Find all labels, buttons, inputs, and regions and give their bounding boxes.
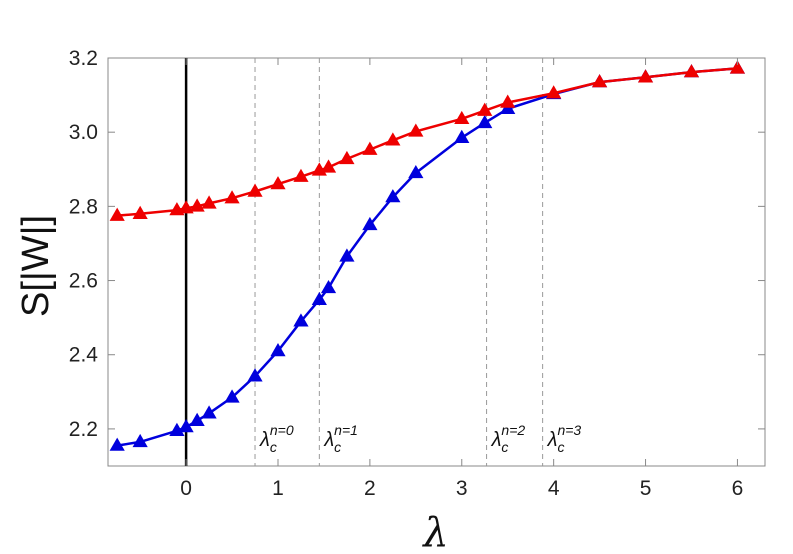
series-line-1 [117, 67, 738, 217]
data-point-s1-13 [362, 141, 378, 155]
x-tick-label-3: 3 [456, 477, 468, 500]
data-point-s0-1 [132, 433, 148, 448]
data-point-s1-16 [454, 110, 470, 125]
critical-labels: λcn=0 λcn=1 λcn=2 λcn=3 [259, 422, 581, 455]
data-point-s1-17 [477, 102, 493, 116]
y-tick-label-1: 2.4 [69, 344, 99, 367]
data-point-s1-11 [320, 159, 337, 173]
data-point-s0-16 [454, 129, 470, 143]
data-point-s1-15 [408, 123, 424, 137]
critical-label-3: λcn=3 [547, 422, 582, 455]
data-point-s0-4 [189, 412, 205, 426]
data-point-s0-12 [339, 248, 355, 262]
series-group [109, 60, 746, 451]
data-point-s0-6 [224, 389, 240, 403]
data-point-s0-0 [109, 437, 125, 451]
data-point-s0-2 [169, 422, 185, 436]
y-tick-label-3: 2.8 [69, 195, 98, 218]
data-point-s1-4 [189, 198, 205, 212]
critical-lines [254, 58, 544, 466]
data-point-s0-13 [362, 216, 378, 231]
data-point-s0-9 [293, 313, 309, 327]
x-tick-label-1: 1 [272, 477, 284, 500]
data-point-s0-17 [477, 114, 493, 129]
x-axis-title: λ [421, 510, 448, 554]
series-line-0 [117, 67, 738, 447]
critical-label-0: λcn=0 [259, 422, 294, 455]
y-tick-label-5: 3.2 [69, 47, 98, 70]
critical-label-1: λcn=1 [323, 422, 358, 455]
data-point-s0-7 [247, 368, 263, 382]
data-point-s1-8 [270, 176, 286, 190]
data-point-s1-21 [637, 69, 654, 83]
data-point-s1-22 [683, 64, 700, 78]
critical-label-2: λcn=2 [491, 422, 526, 455]
x-tick-label-5: 5 [640, 477, 652, 500]
data-point-s0-11 [320, 279, 337, 294]
data-point-s1-20 [592, 74, 608, 88]
data-point-s0-3 [178, 419, 194, 433]
data-point-s1-14 [385, 132, 401, 146]
data-point-s0-5 [201, 405, 217, 419]
x-tick-label-2: 2 [364, 477, 376, 500]
ticks-group: 0 1 2 3 4 5 6 2.2 2.4 2.6 2.8 3.0 3.2 [69, 47, 765, 500]
y-axis-title: S[|W|] [15, 215, 57, 317]
data-point-s1-23 [729, 60, 746, 74]
data-point-s1-1 [132, 205, 148, 219]
data-point-s1-12 [339, 150, 355, 165]
data-point-s0-14 [385, 189, 401, 203]
data-point-s1-5 [201, 195, 217, 209]
plot-frame [107, 57, 766, 467]
data-point-s1-0 [109, 207, 125, 221]
data-point-s0-8 [270, 343, 286, 357]
data-point-s0-10 [311, 291, 327, 306]
data-point-s1-18 [500, 94, 516, 108]
data-point-s1-6 [224, 190, 240, 204]
data-point-s1-7 [247, 183, 263, 197]
data-point-s1-3 [178, 200, 194, 214]
x-tick-label-6: 6 [732, 477, 744, 500]
data-point-s1-19 [546, 85, 562, 99]
y-tick-label-0: 2.2 [69, 418, 98, 441]
y-tick-label-4: 3.0 [69, 121, 98, 144]
y-tick-label-2: 2.6 [69, 270, 98, 293]
data-point-s0-15 [408, 164, 424, 179]
x-tick-label-0: 0 [180, 477, 192, 500]
data-point-s1-9 [293, 168, 309, 182]
x-tick-label-4: 4 [548, 477, 560, 500]
